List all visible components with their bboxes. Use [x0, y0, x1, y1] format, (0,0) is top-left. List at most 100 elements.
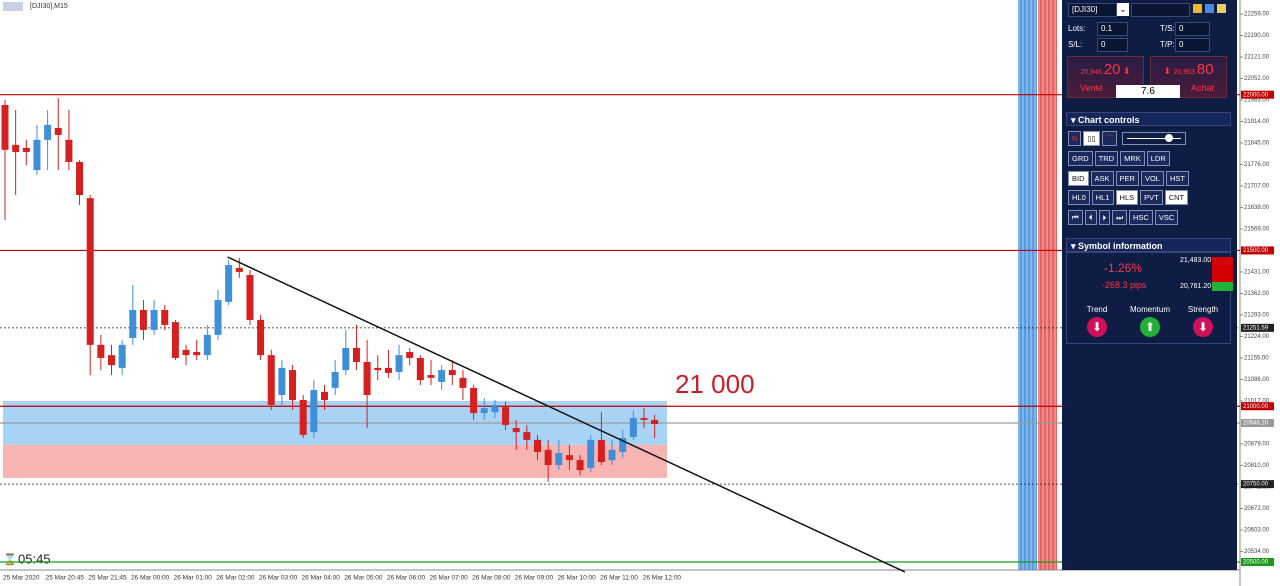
candle-body [502, 407, 510, 425]
button[interactable]: LDR [1146, 151, 1170, 166]
candle-body [193, 352, 201, 356]
button[interactable]: TRD [1094, 151, 1119, 166]
level-label-bg [1241, 90, 1274, 99]
candle-body [44, 124, 52, 140]
x-tick-label: 26 Mar 07:00 [430, 575, 469, 582]
y-tick-label: 22121.00 [1244, 55, 1270, 61]
section-title: Chart controls [1078, 115, 1140, 125]
button[interactable]: HLS [1115, 190, 1139, 205]
trade-panel: [DJI30] ⌄ Lots: 0.1 T/S: 0 S/L: 0 T/P: 0… [1062, 0, 1237, 570]
candle-body [267, 355, 275, 405]
button[interactable]: HSC [1129, 209, 1153, 225]
sell-price-big: 20 [1103, 61, 1121, 78]
candle-body [597, 439, 605, 462]
button[interactable]: MRK [1120, 151, 1145, 166]
button[interactable]: GRD [1068, 151, 1093, 166]
candle-body [225, 265, 233, 302]
annotation: 21 000 [675, 369, 755, 399]
x-tick-label: 26 Mar 01:00 [174, 575, 213, 582]
ts-input[interactable]: 0 [1175, 22, 1210, 36]
candle-body [214, 299, 222, 335]
x-tick-label: 25 Mar 2020 [3, 575, 40, 582]
y-tick-label: 20672.00 [1244, 506, 1270, 512]
candle-body [342, 347, 350, 371]
button[interactable]: CNT [1164, 190, 1189, 205]
button-row: GRD TRD MRK LDR [1068, 151, 1172, 166]
label: S/L: [1068, 40, 1083, 49]
button[interactable]: HL1 [1091, 190, 1114, 205]
candle-body [139, 309, 147, 330]
x-tick-label: 26 Mar 08:00 [472, 575, 511, 582]
label: T/S: [1160, 24, 1175, 33]
button[interactable]: ⏭ [1112, 209, 1127, 225]
x-tick-label: 26 Mar 04:00 [302, 575, 341, 582]
candle-body [129, 309, 137, 339]
candle-body [97, 344, 105, 358]
chart-title: [DJI30],M15 [30, 3, 68, 10]
indicator-icon: ⬆ [1140, 317, 1160, 337]
y-tick-label: 21707.00 [1244, 184, 1270, 190]
candle-body [544, 449, 552, 466]
button[interactable]: VOL [1140, 170, 1164, 186]
button[interactable]: HL0 [1068, 190, 1090, 205]
candle-body [512, 428, 520, 433]
button[interactable]: ⏴ [1084, 209, 1097, 225]
candle-body [374, 367, 382, 371]
button-row: BID ASK PER VOL HST [1068, 170, 1191, 186]
candle-body [523, 432, 531, 440]
trendline [227, 256, 906, 573]
y-tick-label: 21776.00 [1244, 162, 1270, 168]
candle-body [629, 418, 637, 438]
sl-input[interactable]: 0 [1097, 38, 1128, 52]
candle-body [22, 147, 30, 153]
zone [3, 444, 667, 478]
level-label-bg [1241, 323, 1274, 332]
buy-price-big: 80 [1196, 61, 1214, 78]
x-tick-label: 26 Mar 00:00 [131, 575, 170, 582]
section-title: Symbol information [1078, 241, 1163, 251]
slider[interactable] [1121, 132, 1186, 146]
button[interactable]: N [1068, 131, 1082, 146]
candle-body [331, 371, 339, 388]
x-tick-label: 25 Mar 21:45 [88, 575, 127, 582]
candle-body [246, 275, 254, 320]
search[interactable] [1131, 3, 1190, 17]
symbol-select[interactable]: [DJI30] [1068, 3, 1117, 17]
candle-body [1, 104, 9, 150]
candle-body [150, 309, 158, 330]
indicator-label: Momentum [1129, 305, 1170, 314]
button[interactable]: ⏮ [1068, 209, 1083, 225]
sell-label: Vente [1080, 83, 1104, 93]
button[interactable]: ⏵ [1098, 209, 1111, 225]
icon[interactable] [1205, 4, 1214, 13]
buy-price: 20,953. [1173, 69, 1197, 76]
button[interactable]: HST [1165, 170, 1189, 186]
level-label: 20750.00 [1243, 482, 1269, 488]
icon[interactable] [1193, 4, 1202, 13]
section-header[interactable]: ▾ Chart controls [1066, 112, 1231, 126]
button[interactable]: ▯▯ [1083, 131, 1100, 146]
button[interactable]: ⌒ [1101, 131, 1118, 146]
x-tick-label: 26 Mar 05:00 [344, 575, 383, 582]
candle-body [587, 439, 595, 468]
candle-body [555, 452, 563, 466]
button[interactable]: VSC [1154, 209, 1179, 225]
candle-body [182, 349, 190, 356]
button[interactable]: PVT [1140, 190, 1163, 205]
candle-body [384, 367, 392, 373]
button[interactable]: BID [1068, 170, 1089, 186]
candle-body [108, 355, 115, 366]
lots-input[interactable]: 0.1 [1097, 22, 1128, 36]
x-tick-label: 26 Mar 03:00 [259, 575, 298, 582]
tp-input[interactable]: 0 [1175, 38, 1210, 52]
candle-body [352, 347, 360, 362]
button-row: ⏮ ⏴ ⏵ ⏭ HSC VSC [1068, 209, 1180, 225]
dropdown[interactable]: ⌄ [1117, 3, 1129, 16]
icon[interactable] [1217, 4, 1226, 13]
section-header[interactable]: ▾ Symbol information [1066, 238, 1231, 252]
icon [3, 2, 23, 11]
button[interactable]: ASK [1090, 170, 1114, 186]
x-tick-label: 25 Mar 20:45 [46, 575, 85, 582]
button[interactable]: PER [1115, 170, 1139, 186]
candle-body [235, 267, 243, 272]
